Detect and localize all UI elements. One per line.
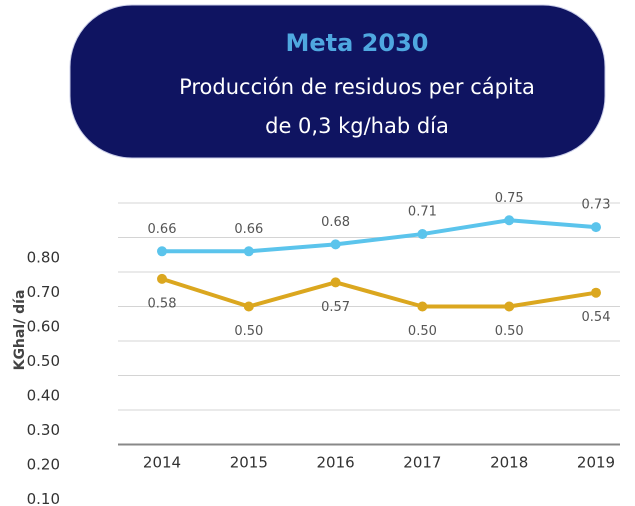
data-point — [157, 246, 167, 257]
data-point — [330, 239, 341, 250]
data-label: 0.50 — [234, 324, 263, 339]
data-label: 0.50 — [495, 324, 524, 339]
y-tick-label: 0.60 — [27, 318, 60, 336]
header-subtitle: Producción de residuos per cápita — [179, 75, 535, 99]
data-point — [591, 222, 601, 233]
data-label: 0.68 — [321, 215, 350, 230]
y-tick-label: 0.80 — [27, 249, 60, 267]
series-line — [161, 276, 597, 309]
y-tick-label: 0.50 — [27, 352, 60, 370]
x-tick-label: 2016 — [317, 454, 355, 472]
data-label: 0.54 — [582, 310, 611, 325]
data-point — [591, 287, 601, 298]
data-label: 0.58 — [148, 296, 177, 311]
x-tick-label: 2014 — [143, 454, 181, 472]
data-label: 0.73 — [582, 198, 611, 213]
header-subtitle: de 0,3 kg/hab día — [265, 114, 449, 138]
header-pill — [69, 4, 606, 159]
y-tick-label: 0.40 — [27, 387, 60, 405]
data-point — [504, 301, 515, 312]
data-point — [417, 301, 428, 312]
data-label: 0.66 — [148, 222, 177, 237]
data-label: 0.75 — [495, 191, 524, 206]
x-tick-label: 2019 — [577, 454, 615, 472]
y-tick-label: 0.30 — [27, 421, 60, 439]
data-point — [243, 301, 254, 312]
y-tick-label: 0.20 — [27, 456, 60, 474]
data-label: 0.50 — [408, 324, 437, 339]
data-label: 0.57 — [321, 300, 350, 315]
x-tick-label: 2018 — [490, 454, 528, 472]
x-tick-label: 2015 — [230, 454, 268, 472]
data-point — [504, 215, 515, 226]
y-tick-label: 0.70 — [27, 283, 60, 301]
data-point — [243, 246, 254, 257]
header-title: Meta 2030 — [286, 29, 429, 57]
y-tick-label: 0.10 — [27, 490, 60, 506]
data-point — [330, 277, 341, 288]
series-line — [162, 218, 597, 254]
y-axis-title: KGhal/ día — [12, 290, 28, 371]
data-point — [157, 273, 167, 284]
data-point — [417, 229, 428, 240]
data-label: 0.66 — [234, 222, 263, 237]
data-label: 0.71 — [408, 205, 437, 220]
x-tick-label: 2017 — [403, 454, 441, 472]
